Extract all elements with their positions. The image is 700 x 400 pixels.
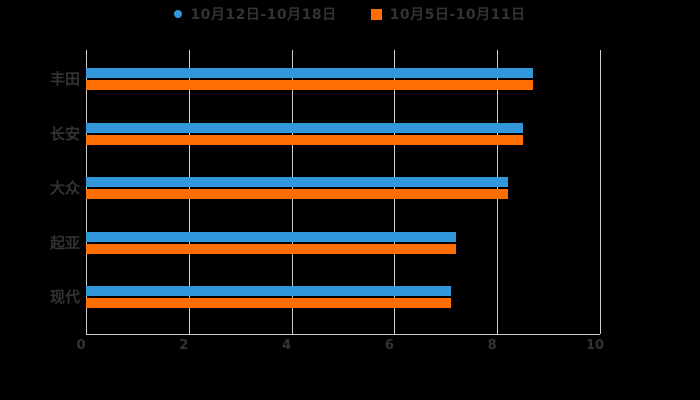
legend-circle-marker-icon (174, 10, 183, 18)
bar-series2-丰田[interactable] (86, 80, 534, 90)
y-axis-label-丰田: 丰田 (49, 70, 80, 88)
bar-series2-起亚[interactable] (86, 243, 457, 254)
legend-square-marker-icon (370, 8, 382, 20)
bar-series1-现代[interactable] (86, 286, 451, 296)
bar-series1-丰田[interactable] (86, 68, 534, 78)
legend-item-week-oct12-18[interactable]: 10月12日-10月18日 (174, 4, 336, 24)
bar-series2-长安[interactable] (86, 134, 523, 145)
y-axis-label-大众: 大众 (49, 179, 80, 197)
x-axis-tick-0: 0 (76, 338, 86, 353)
x-axis-tick-4: 4 (282, 338, 292, 353)
bar-series1-长安[interactable] (86, 122, 523, 133)
legend-label-week-oct5-11: 10月5日-10月11日 (389, 7, 526, 23)
y-axis-label-现代: 现代 (49, 288, 80, 306)
legend: 10月12日-10月18日 10月5日-10月11日 (0, 4, 700, 24)
bar-series1-大众[interactable] (86, 177, 508, 187)
bar-series2-现代[interactable] (86, 298, 451, 308)
y-axis-label-长安: 长安 (49, 124, 80, 143)
bar-series2-大众[interactable] (86, 189, 508, 199)
bar-series1-起亚[interactable] (86, 231, 457, 242)
x-axis-tick-6: 6 (384, 338, 394, 353)
x-axis-tick-2: 2 (179, 338, 189, 353)
legend-label-week-oct12-18: 10月12日-10月18日 (190, 7, 337, 23)
plot-area (86, 50, 601, 335)
legend-item-week-oct5-11[interactable]: 10月5日-10月11日 (370, 4, 526, 24)
gridline-x-10 (600, 50, 601, 334)
x-axis-tick-10: 10 (585, 338, 605, 353)
y-axis-label-起亚: 起亚 (49, 233, 80, 252)
x-axis-tick-8: 8 (487, 338, 497, 353)
